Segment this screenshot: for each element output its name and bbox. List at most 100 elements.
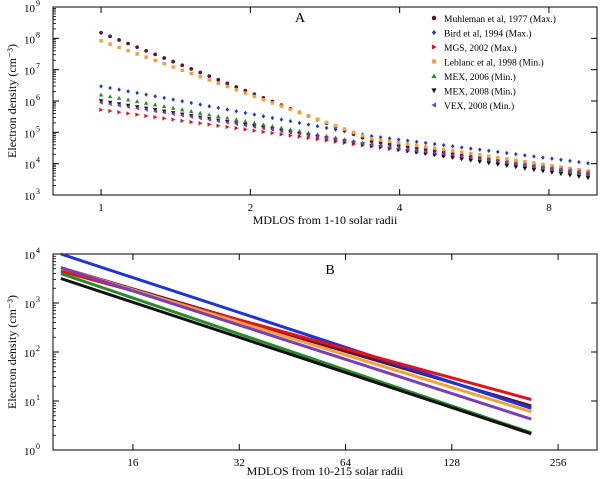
data-point (513, 161, 518, 166)
data-point (486, 157, 491, 163)
ytick-exponent: 6 (36, 93, 40, 102)
data-point (387, 136, 392, 141)
data-point (469, 151, 473, 156)
data-point (378, 138, 383, 142)
data-point (234, 117, 239, 122)
legend-marker (431, 44, 437, 50)
data-point (243, 119, 248, 123)
data-point (396, 146, 401, 151)
ytick-exponent: 8 (36, 30, 40, 39)
panel-a-ylabel: Electron density (cm⁻³) (5, 44, 19, 158)
data-point (514, 158, 518, 163)
ytick-label: 10 (24, 97, 36, 109)
data-point (568, 166, 572, 171)
data-point (459, 145, 464, 150)
data-point (297, 131, 302, 136)
data-point (180, 63, 185, 68)
data-point (270, 130, 275, 136)
data-point (144, 113, 149, 119)
data-point (505, 150, 509, 156)
data-point (270, 101, 275, 105)
data-point (99, 84, 103, 89)
data-point (468, 155, 473, 160)
panel-b-label: B (325, 263, 334, 278)
legend-entry: Bird et al, 1994 (Max.) (444, 29, 532, 40)
data-point (450, 149, 455, 153)
data-point (261, 122, 266, 127)
series-line-1 (60, 252, 532, 410)
data-point (306, 132, 311, 138)
data-point (116, 95, 122, 100)
data-point (252, 120, 257, 125)
data-point (153, 58, 157, 63)
series-line-5 (60, 277, 532, 436)
data-point (360, 133, 365, 138)
data-point (540, 164, 545, 169)
legend-marker (431, 15, 437, 21)
data-point (288, 130, 293, 135)
data-point (107, 94, 113, 99)
data-point (99, 30, 103, 35)
data-point (225, 120, 230, 125)
data-point (315, 117, 320, 122)
legend-entry: VEX, 2008 (Min.) (444, 101, 514, 112)
ytick-label: 10 (24, 446, 36, 458)
data-point (234, 109, 239, 114)
data-point (108, 108, 113, 114)
data-point (134, 99, 140, 104)
data-point (162, 61, 166, 66)
data-point (585, 170, 590, 175)
data-point (162, 116, 167, 121)
ytick-exponent: 1 (36, 393, 40, 402)
data-point (297, 110, 302, 115)
data-point (342, 127, 347, 131)
data-point (576, 169, 581, 174)
legend-marker (431, 102, 437, 108)
data-point (288, 133, 293, 138)
data-point (522, 162, 527, 167)
data-point (577, 159, 581, 165)
data-point (252, 128, 257, 133)
legend-entry: MEX, 2006 (Min.) (444, 72, 516, 83)
data-point (279, 128, 284, 134)
data-point (126, 89, 130, 94)
data-point (558, 166, 563, 172)
data-point (559, 165, 563, 169)
data-point (107, 101, 112, 107)
xtick-label: 2 (248, 202, 254, 214)
data-point (117, 38, 121, 42)
legend-marker (431, 29, 437, 36)
data-point (243, 122, 248, 128)
ytick-exponent: 4 (36, 156, 40, 165)
data-point (414, 148, 419, 153)
data-point (333, 137, 338, 142)
data-point (252, 112, 257, 117)
data-point (207, 112, 212, 117)
data-point (387, 145, 392, 150)
data-point (279, 132, 284, 137)
data-point (324, 135, 329, 141)
panel-b-ylabel: Electron density (cm⁻³) (5, 295, 19, 409)
data-point (423, 145, 428, 149)
data-point (423, 149, 428, 155)
data-point (540, 166, 546, 171)
data-point (135, 52, 139, 56)
data-point (117, 110, 122, 115)
data-point (351, 139, 356, 145)
data-point (98, 100, 103, 105)
data-point (576, 171, 582, 176)
panel-b-series (60, 252, 532, 436)
data-point (333, 124, 338, 128)
legend-marker (431, 59, 437, 64)
data-point (99, 107, 104, 112)
data-point (523, 159, 527, 164)
data-point (306, 122, 311, 127)
data-point (505, 157, 509, 161)
data-point (135, 45, 139, 50)
data-point (153, 94, 157, 99)
data-point (225, 124, 230, 130)
data-point (189, 100, 193, 106)
ytick-exponent: 0 (36, 442, 40, 451)
data-point (189, 71, 193, 76)
data-point (198, 115, 203, 121)
